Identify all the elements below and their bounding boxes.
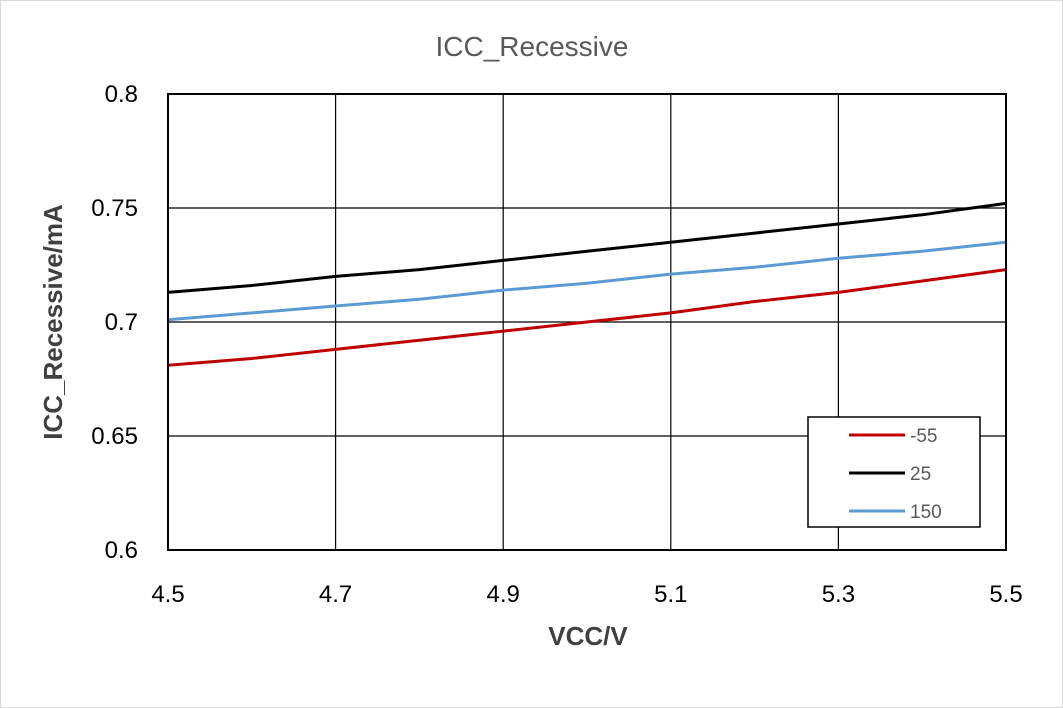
x-tick-label: 5.1 <box>654 581 687 608</box>
series-line-0 <box>167 268 1007 367</box>
legend-label-0: -55 <box>910 426 937 447</box>
y-tick-labels: 0.6 0.65 0.7 0.75 0.8 <box>91 81 138 564</box>
series-lines <box>167 201 1007 367</box>
x-tick-label: 4.7 <box>319 581 352 608</box>
x-tick-label: 4.9 <box>487 581 520 608</box>
chart-title: ICC_Recessive <box>436 31 629 62</box>
x-tick-labels: 4.5 4.7 4.9 5.1 5.3 5.5 <box>151 581 1022 608</box>
y-tick-label: 0.75 <box>91 195 138 222</box>
x-tick-label: 5.5 <box>989 581 1022 608</box>
y-tick-label: 0.65 <box>91 423 138 450</box>
plot-border <box>167 93 1007 551</box>
legend: -55 25 150 <box>807 416 981 528</box>
series-line-2 <box>167 240 1007 322</box>
y-tick-label: 0.6 <box>105 537 138 564</box>
series-line-1 <box>167 201 1007 294</box>
legend-label-1: 25 <box>910 464 931 485</box>
y-tick-label: 0.8 <box>105 81 138 108</box>
x-tick-label: 5.3 <box>822 581 855 608</box>
y-axis-label: ICC_Recessive/mA <box>38 204 68 440</box>
legend-label-2: 150 <box>910 502 942 523</box>
x-axis-label: VCC/V <box>548 621 628 651</box>
y-tick-label: 0.7 <box>105 309 138 336</box>
x-tick-label: 4.5 <box>151 581 184 608</box>
